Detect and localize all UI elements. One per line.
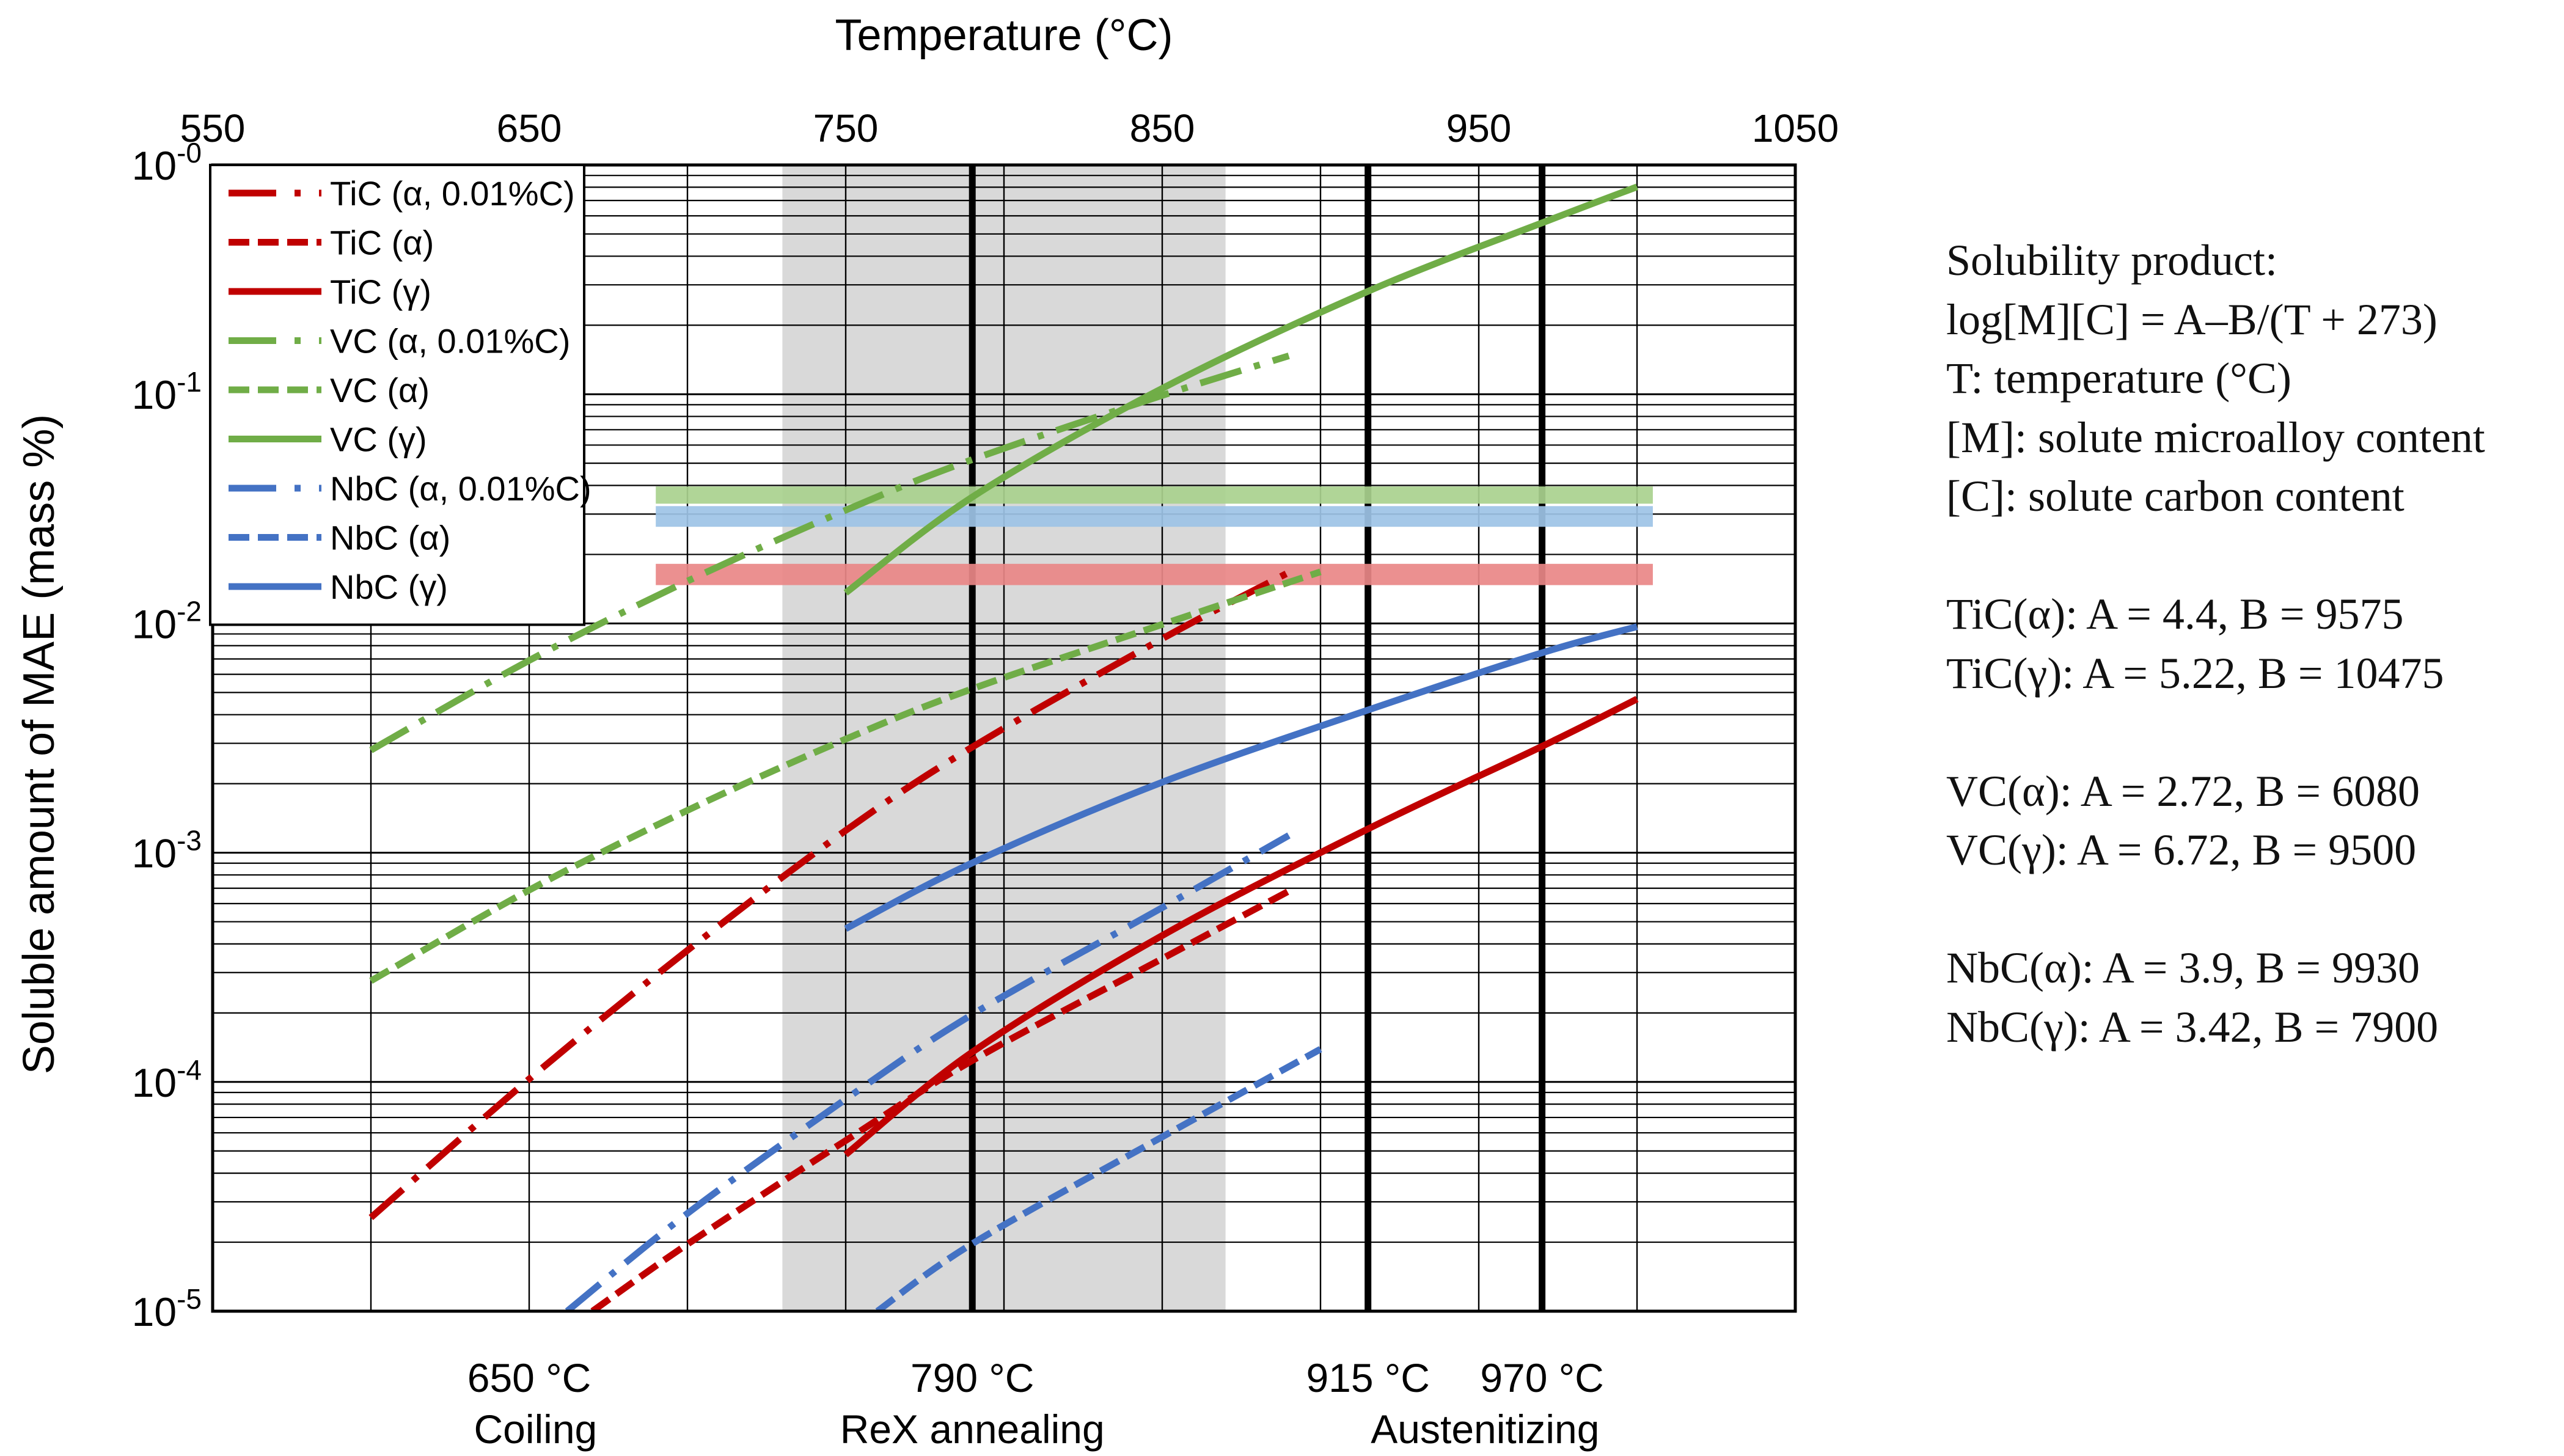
notes-formula-line: Solubility product: — [1946, 236, 2278, 285]
series-line — [369, 568, 1322, 984]
x-tick-label: 1050 — [1752, 106, 1839, 150]
temperature-annotation-label: 915 °C — [1306, 1355, 1430, 1400]
process-step-caption: ReX annealing — [840, 1407, 1105, 1452]
x-tick-label: 650 — [497, 106, 562, 150]
legend-label: TiC (α, 0.01%C) — [330, 174, 575, 213]
notes-nbc-line: NbC(γ): A = 3.42, B = 7900 — [1946, 1002, 2439, 1052]
temperature-annotation-label: 970 °C — [1480, 1355, 1604, 1400]
y-tick-label: 10-5 — [132, 1283, 202, 1334]
concentration-band — [656, 563, 1653, 585]
concentration-band — [656, 506, 1653, 527]
series-line — [369, 353, 1290, 753]
x-tick-label: 750 — [813, 106, 879, 150]
y-tick-label: 10-3 — [132, 825, 202, 876]
plot-frame — [211, 163, 1797, 1313]
legend-label: VC (α, 0.01%C) — [330, 322, 570, 360]
x-axis-title: Temperature (°C) — [835, 11, 1173, 60]
notes-tic-line: TiC(γ): A = 5.22, B = 10475 — [1946, 648, 2444, 698]
notes-formula-line: [C]: solute carbon content — [1946, 472, 2405, 521]
series-line — [843, 183, 1638, 596]
concentration-band — [656, 486, 1653, 504]
process-step-caption: Austenitizing — [1371, 1407, 1599, 1452]
notes-formula-line: [M]: solute microalloy content — [1946, 412, 2485, 462]
series-line — [843, 696, 1639, 1157]
y-tick-label: 10-2 — [132, 595, 202, 646]
notes-nbc-line: NbC(α): A = 3.9, B = 9930 — [1946, 943, 2420, 992]
y-tick-label: 10-4 — [132, 1054, 202, 1105]
legend-label: NbC (α, 0.01%C) — [330, 469, 592, 508]
solubility-notes: Solubility product: log[M][C] = A–B/(T +… — [1946, 231, 2557, 1056]
y-axis-title: Soluble amount of MAE (mass %) — [15, 414, 64, 1074]
notes-vc-line: VC(γ): A = 6.72, B = 9500 — [1946, 825, 2417, 874]
x-tick-label: 550 — [180, 106, 246, 150]
legend-label: NbC (α) — [330, 519, 450, 557]
temperature-annotation-label: 790 °C — [910, 1355, 1035, 1400]
legend-label: NbC (γ) — [330, 568, 448, 606]
notes-formula-line: log[M][C] = A–B/(T + 273) — [1946, 294, 2438, 344]
legend-label: TiC (α) — [330, 224, 434, 262]
legend-label: VC (α) — [330, 371, 430, 409]
legend-label: VC (γ) — [330, 420, 427, 459]
series-line — [875, 1046, 1322, 1311]
x-tick-label: 950 — [1446, 106, 1512, 150]
notes-vc-line: VC(α): A = 2.72, B = 6080 — [1946, 766, 2420, 816]
temperature-annotation-label: 650 °C — [467, 1355, 592, 1400]
y-tick-label: 10-0 — [132, 137, 202, 188]
series-line — [844, 623, 1638, 932]
solubility-chart: 550 650 750 850 950 1050 Temperature (°C) 10-0 1… — [15, 11, 1839, 1452]
notes-formula-line: T: temperature (°C) — [1946, 354, 2291, 403]
y-tick-label: 10-1 — [132, 366, 202, 417]
notes-tic-line: TiC(α): A = 4.4, B = 9575 — [1946, 590, 2404, 638]
process-step-caption: Coiling — [474, 1407, 597, 1452]
x-tick-label: 850 — [1130, 106, 1195, 150]
series-line — [368, 569, 1291, 1220]
legend-label: TiC (γ) — [330, 273, 431, 311]
